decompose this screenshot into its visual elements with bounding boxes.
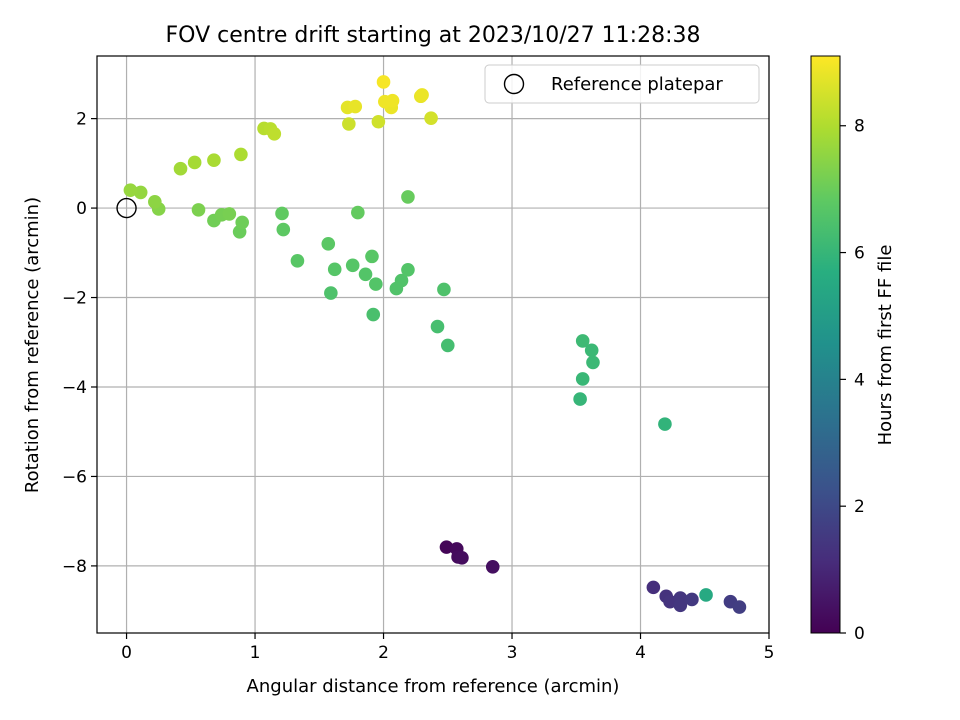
y-tick-label: 2 <box>76 110 87 130</box>
colorbar-label: Hours from first FF file <box>875 245 896 446</box>
x-tick-label: 0 <box>121 643 132 663</box>
data-point <box>437 282 451 297</box>
data-point <box>342 117 356 131</box>
data-point <box>658 417 672 431</box>
data-point <box>439 540 454 554</box>
data-point <box>575 334 590 348</box>
x-axis-ticks: 0 1 2 3 4 5 <box>121 633 774 663</box>
data-point <box>371 114 386 129</box>
data-point <box>385 93 400 108</box>
data-point <box>351 205 365 220</box>
legend-label-reference-platepar: Reference platepar <box>551 74 723 95</box>
x-axis-label: Angular distance from reference (arcmin) <box>247 676 620 697</box>
data-point <box>394 273 409 288</box>
data-point <box>324 286 338 300</box>
x-tick-label: 1 <box>250 643 261 663</box>
x-tick-label: 5 <box>764 643 775 663</box>
y-axis-label: Rotation from reference (arcmin) <box>22 197 43 493</box>
data-point <box>430 319 445 334</box>
x-tick-label: 4 <box>635 643 646 663</box>
colorbar-tick-label: 4 <box>854 370 865 390</box>
grid-lines <box>97 56 770 633</box>
data-point <box>148 195 162 209</box>
data-point <box>366 307 381 322</box>
data-point <box>673 598 688 613</box>
data-point <box>646 580 661 595</box>
data-point <box>207 153 221 168</box>
data-point <box>327 262 342 277</box>
data-point <box>575 372 590 386</box>
data-point <box>424 111 438 125</box>
x-tick-label: 2 <box>378 643 389 663</box>
data-point <box>401 263 415 277</box>
data-point <box>123 183 138 197</box>
data-point <box>663 594 677 609</box>
data-point <box>358 267 373 282</box>
colorbar-tick-label: 0 <box>854 624 865 644</box>
data-point <box>401 190 415 204</box>
data-point <box>133 185 148 200</box>
data-point <box>275 206 289 221</box>
data-point <box>685 592 699 607</box>
legend-box <box>484 64 760 104</box>
data-point <box>276 222 291 237</box>
y-tick-label: −2 <box>62 289 87 309</box>
data-point <box>235 215 249 230</box>
scatter-points <box>123 75 747 614</box>
data-point <box>584 343 599 358</box>
y-tick-label: −6 <box>62 467 87 487</box>
data-point <box>321 237 336 251</box>
data-point <box>485 560 500 574</box>
data-point <box>440 338 455 353</box>
data-point <box>187 155 202 170</box>
chart-title: FOV centre drift starting at 2023/10/27 … <box>166 23 701 48</box>
y-tick-label: 0 <box>76 199 87 219</box>
colorbar <box>810 55 841 634</box>
y-tick-label: −4 <box>62 378 87 398</box>
data-point <box>573 392 587 406</box>
y-tick-label: −8 <box>62 557 87 577</box>
colorbar-tick-label: 8 <box>854 117 865 137</box>
data-point <box>732 600 747 614</box>
x-tick-label: 3 <box>507 643 518 663</box>
data-point <box>267 127 282 141</box>
data-point <box>699 588 713 602</box>
legend-reference-marker <box>503 73 525 95</box>
reference-marker-layer <box>116 197 137 219</box>
data-point <box>173 161 188 176</box>
colorbar-tick-label: 6 <box>854 244 865 264</box>
y-axis-ticks: −8 −6 −4 −2 0 2 <box>62 110 97 577</box>
data-point <box>415 88 429 102</box>
data-point <box>234 147 248 162</box>
data-point <box>222 207 237 221</box>
data-point <box>369 277 383 291</box>
plot-area-frame <box>96 55 770 634</box>
data-point <box>348 99 363 114</box>
colorbar-ticks: 0 2 4 6 8 <box>840 117 865 644</box>
colorbar-tick-label: 2 <box>854 497 865 517</box>
legend: Reference platepar <box>484 64 760 104</box>
data-point <box>455 551 469 565</box>
data-point <box>376 75 391 89</box>
reference-platepar-marker <box>116 197 137 219</box>
data-point <box>290 254 305 268</box>
data-point <box>586 355 600 370</box>
data-point <box>191 203 206 217</box>
data-point <box>345 258 360 273</box>
data-point <box>365 249 379 264</box>
